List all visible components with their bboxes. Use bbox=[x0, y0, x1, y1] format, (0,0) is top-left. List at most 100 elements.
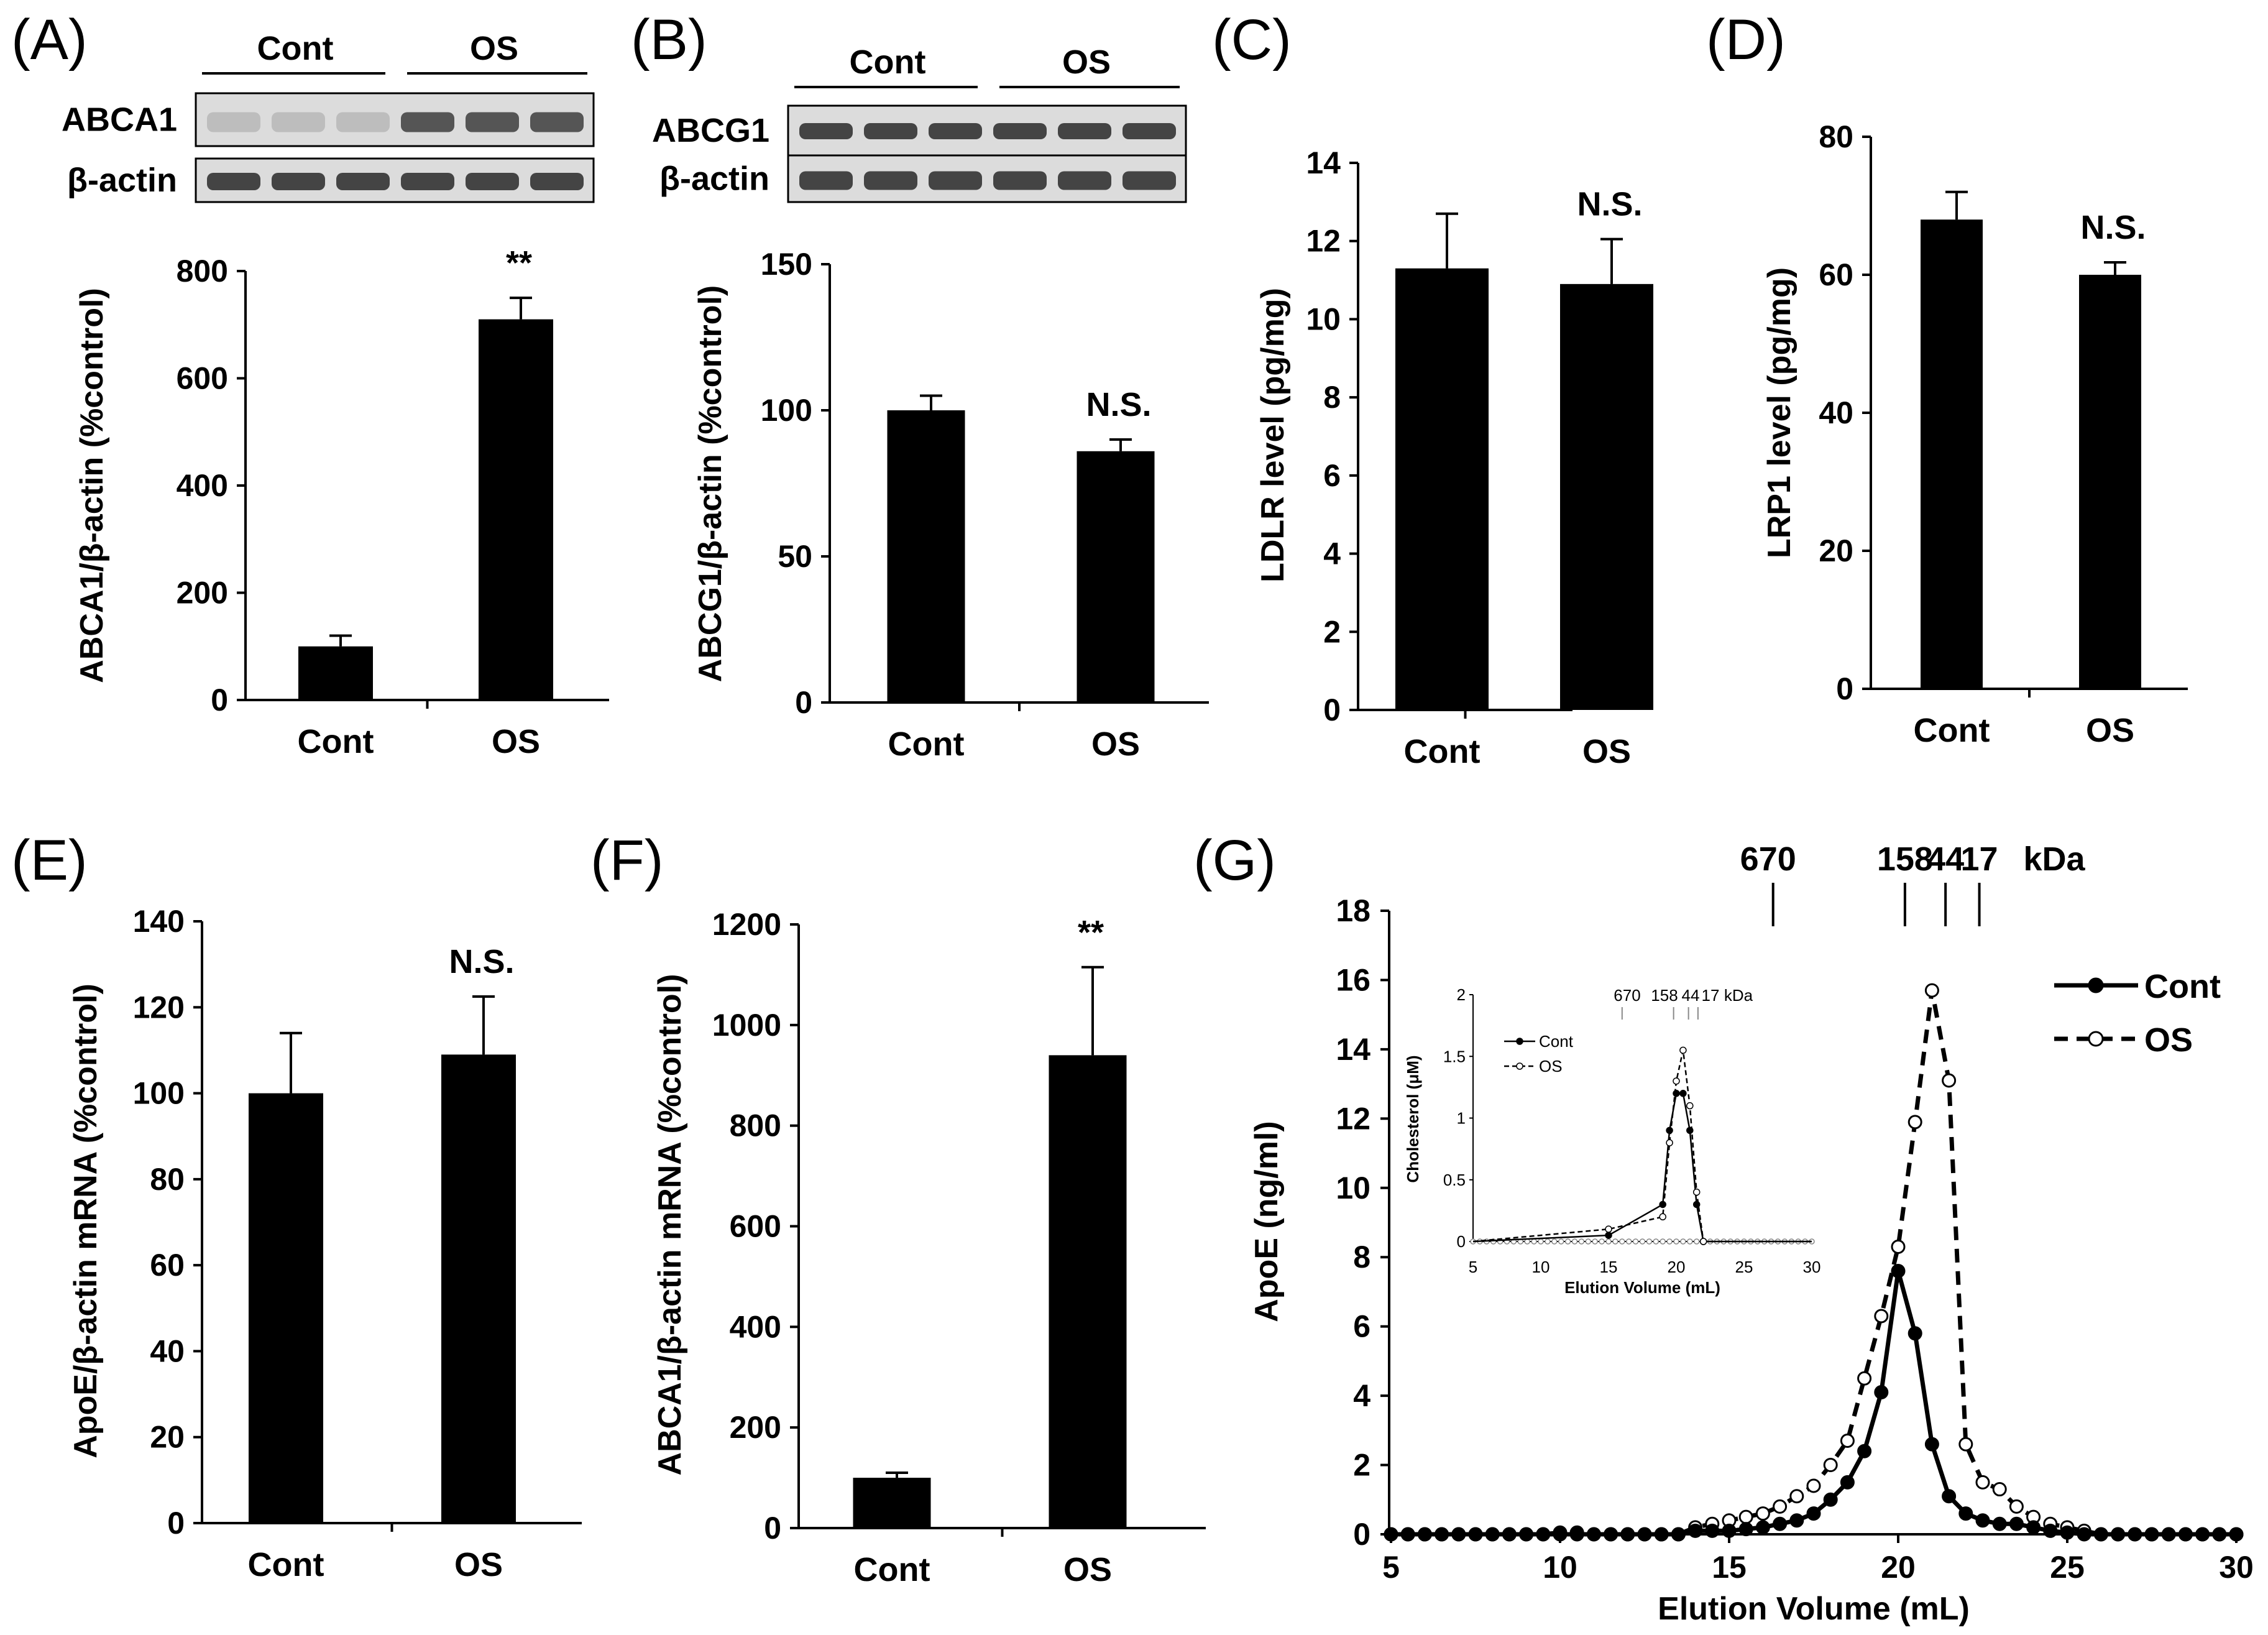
y-tick-label: 80 bbox=[1819, 119, 1853, 154]
series-point-cont bbox=[1840, 1475, 1855, 1490]
inset-x-tick-label: 15 bbox=[1600, 1258, 1618, 1276]
x-tick-label: 25 bbox=[2050, 1550, 2085, 1585]
series-point-cont bbox=[1688, 1523, 1703, 1538]
series-point-cont bbox=[1485, 1527, 1500, 1542]
panel-letter: (C) bbox=[1212, 8, 1292, 71]
panel-letter: (E) bbox=[11, 829, 88, 892]
series-point-os bbox=[1958, 1437, 1973, 1452]
y-tick-label: 8 bbox=[1323, 380, 1341, 415]
inset-baseline-point bbox=[1545, 1238, 1551, 1245]
inset-series-point-os bbox=[1692, 1188, 1701, 1196]
series-point-cont bbox=[1891, 1264, 1906, 1279]
bar-os bbox=[479, 319, 553, 700]
kda-marker-label: 17 bbox=[1961, 841, 1998, 878]
inset-series-point-os bbox=[1673, 1077, 1680, 1085]
category-label: OS bbox=[1063, 1551, 1112, 1588]
series-point-cont bbox=[1874, 1385, 1889, 1400]
inset-baseline-point bbox=[1585, 1238, 1592, 1245]
inset-series-line-os bbox=[1472, 1050, 1812, 1243]
blot-group-label: OS bbox=[470, 30, 518, 67]
panel-letter: (A) bbox=[11, 8, 88, 71]
y-tick-label: 12 bbox=[1336, 1101, 1370, 1136]
inset-y-tick-label: 1 bbox=[1457, 1109, 1466, 1128]
inset-baseline-point bbox=[1531, 1238, 1537, 1245]
inset-series-point-cont bbox=[1673, 1090, 1680, 1097]
y-tick-label: 200 bbox=[730, 1410, 781, 1445]
legend-label: OS bbox=[2144, 1021, 2193, 1059]
y-tick-label: 40 bbox=[1819, 395, 1853, 430]
series-point-cont bbox=[2009, 1516, 2024, 1531]
series-point-cont bbox=[1417, 1527, 1432, 1542]
y-tick-label: 4 bbox=[1323, 537, 1341, 571]
blot-group-label: Cont bbox=[257, 30, 334, 67]
blot-band bbox=[401, 112, 454, 132]
series-point-os bbox=[1806, 1478, 1821, 1493]
series-point-cont bbox=[1789, 1513, 1804, 1528]
series-point-cont bbox=[1722, 1523, 1737, 1538]
panel-c: (C) 0 2 4 6 8 10 12 14 Cont N.S. OS LDLR level (pg/m… bbox=[1212, 8, 1653, 770]
blot-band bbox=[929, 123, 982, 139]
inset-series-point-cont bbox=[1605, 1232, 1612, 1239]
inset-kda-label: 17 bbox=[1702, 986, 1720, 1005]
y-axis-label: ApoE (ng/ml) bbox=[1249, 1121, 1285, 1322]
y-tick-label: 80 bbox=[150, 1162, 185, 1197]
blot-band bbox=[207, 112, 260, 132]
bar-cont bbox=[1395, 268, 1489, 710]
category-label: OS bbox=[2086, 712, 2134, 749]
inset-kda-label: 158 bbox=[1651, 986, 1678, 1005]
inset-kda-label: 670 bbox=[1614, 986, 1640, 1005]
inset-baseline-point bbox=[1680, 1238, 1686, 1245]
western-blot-abca1: Cont OS ABCA1 β-actin bbox=[62, 30, 595, 203]
blot-band bbox=[864, 123, 917, 139]
category-label: Cont bbox=[888, 725, 965, 763]
inset-series-point-os bbox=[1679, 1046, 1687, 1054]
significance-label: N.S. bbox=[1086, 386, 1151, 423]
significance-label: N.S. bbox=[1577, 186, 1642, 223]
blot-band bbox=[272, 112, 325, 132]
kda-marker-label: 670 bbox=[1740, 841, 1796, 878]
y-tick-label: 16 bbox=[1336, 962, 1370, 997]
series-point-os bbox=[1840, 1434, 1855, 1448]
series-point-cont bbox=[1620, 1527, 1635, 1542]
category-label: Cont bbox=[1404, 733, 1481, 770]
series-point-os bbox=[1874, 1309, 1889, 1324]
category-label: OS bbox=[1582, 733, 1631, 770]
x-tick-label: 15 bbox=[1712, 1550, 1747, 1585]
inset-baseline-point bbox=[1551, 1238, 1558, 1245]
series-point-cont bbox=[1924, 1437, 1939, 1452]
inset-baseline-point bbox=[1571, 1238, 1578, 1245]
blot-band bbox=[929, 171, 982, 190]
y-tick-label: 0 bbox=[764, 1511, 781, 1545]
series-point-os bbox=[1942, 1073, 1957, 1088]
series-point-os bbox=[1773, 1499, 1788, 1514]
bar-cont bbox=[887, 410, 965, 702]
y-tick-label: 14 bbox=[1306, 145, 1341, 180]
y-axis-label: ABCG1/β-actin (%control) bbox=[692, 285, 728, 682]
category-label: Cont bbox=[854, 1551, 930, 1588]
inset-baseline-point bbox=[1619, 1238, 1625, 1245]
inset-legend-label: Cont bbox=[1539, 1032, 1574, 1051]
blot-membrane bbox=[195, 157, 595, 203]
series-point-cont bbox=[2212, 1527, 2227, 1542]
series-line-cont bbox=[1391, 1270, 2236, 1537]
inset-baseline-point bbox=[1625, 1238, 1632, 1245]
y-tick-label: 6 bbox=[1353, 1309, 1370, 1344]
inset-x-tick-label: 20 bbox=[1668, 1258, 1686, 1276]
inset-x-tick-label: 25 bbox=[1735, 1258, 1753, 1276]
blot-membrane bbox=[787, 154, 1187, 203]
blot-band bbox=[530, 112, 584, 132]
series-point-os bbox=[1891, 1240, 1906, 1255]
inset-series-point-os bbox=[1605, 1225, 1612, 1233]
y-tick-label: 1200 bbox=[712, 907, 781, 942]
inset-baseline-point bbox=[1687, 1238, 1693, 1245]
blot-membrane bbox=[195, 92, 595, 147]
x-axis-label: Elution Volume (mL) bbox=[1658, 1591, 1970, 1627]
blot-band bbox=[1058, 171, 1111, 190]
inset-legend-marker bbox=[1516, 1062, 1523, 1070]
inset-series-point-os bbox=[1666, 1139, 1673, 1146]
blot-band bbox=[401, 173, 454, 190]
series-point-os bbox=[1789, 1489, 1804, 1504]
series-point-cont bbox=[1604, 1527, 1618, 1542]
y-tick-label: 0 bbox=[211, 683, 228, 717]
